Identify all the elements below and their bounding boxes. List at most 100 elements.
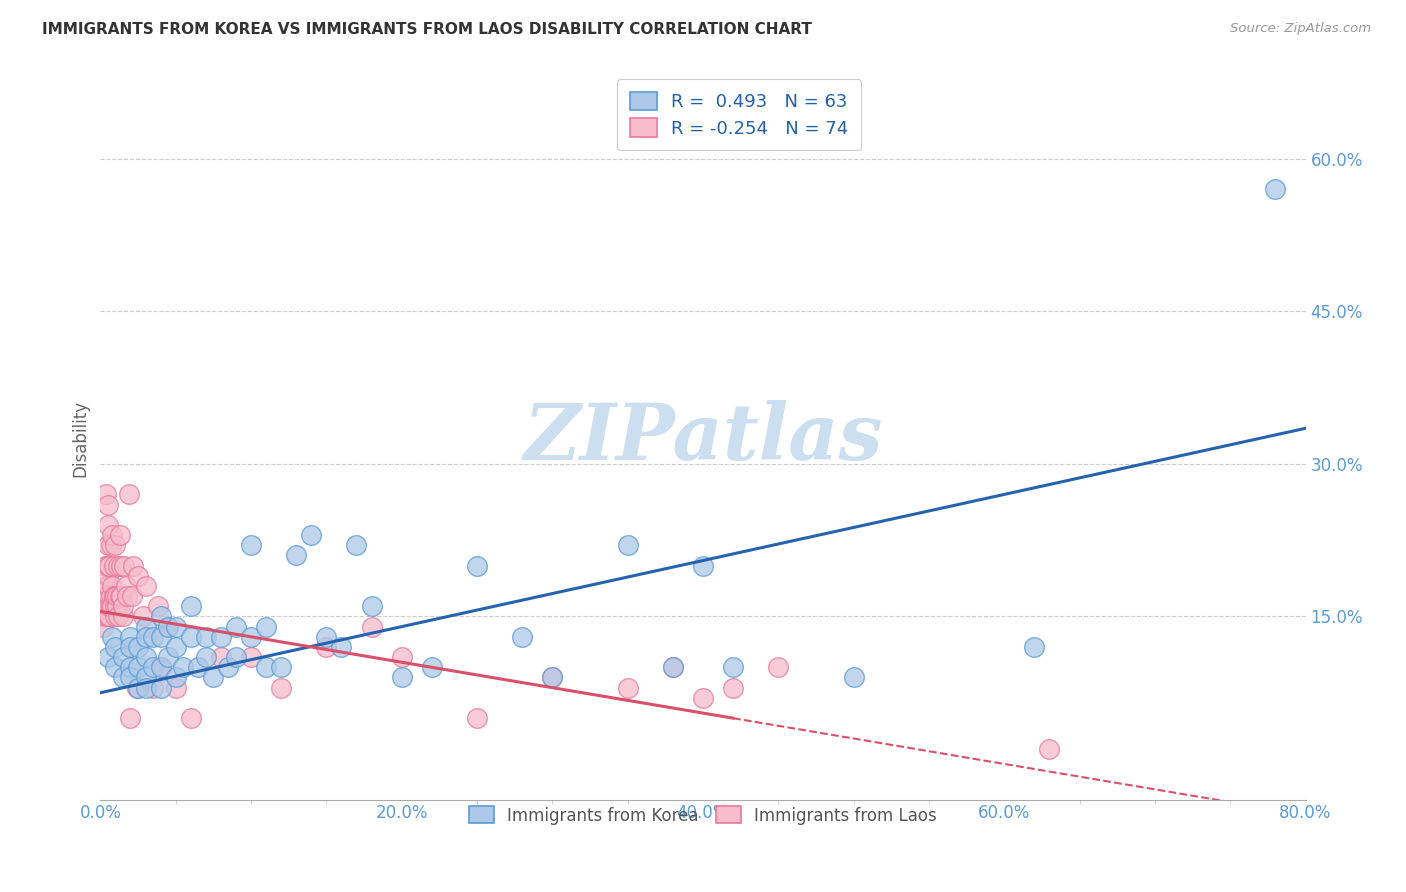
Point	[180, 630, 202, 644]
Point	[118, 487, 141, 501]
Point	[1038, 741, 1060, 756]
Point	[120, 671, 142, 685]
Point	[209, 650, 232, 665]
Point	[465, 711, 488, 725]
Point	[135, 579, 157, 593]
Point	[125, 681, 148, 695]
Point	[209, 630, 232, 644]
Point	[98, 558, 121, 573]
Point	[240, 650, 263, 665]
Point	[97, 558, 120, 573]
Point	[121, 589, 143, 603]
Point	[98, 609, 121, 624]
Point	[240, 538, 263, 552]
Point	[96, 579, 118, 593]
Point	[270, 681, 292, 695]
Point	[217, 660, 239, 674]
Point	[94, 589, 117, 603]
Point	[149, 660, 172, 674]
Point	[101, 599, 124, 614]
Point	[120, 660, 142, 674]
Point	[107, 558, 129, 573]
Point	[157, 619, 180, 633]
Point	[165, 640, 187, 654]
Point	[101, 630, 124, 644]
Y-axis label: Disability: Disability	[72, 400, 89, 477]
Point	[104, 640, 127, 654]
Point	[149, 681, 172, 695]
Point	[100, 538, 122, 552]
Point	[330, 640, 353, 654]
Point	[97, 579, 120, 593]
Point	[768, 660, 790, 674]
Point	[97, 589, 120, 603]
Point	[721, 660, 744, 674]
Point	[360, 599, 382, 614]
Point	[149, 630, 172, 644]
Point	[194, 630, 217, 644]
Point	[100, 589, 122, 603]
Point	[360, 619, 382, 633]
Point	[110, 558, 132, 573]
Point	[692, 690, 714, 705]
Point	[187, 660, 209, 674]
Point	[391, 650, 413, 665]
Point	[100, 599, 122, 614]
Point	[97, 609, 120, 624]
Point	[842, 671, 865, 685]
Point	[120, 711, 142, 725]
Text: ZIPatlas: ZIPatlas	[523, 401, 883, 476]
Point	[101, 579, 124, 593]
Point	[108, 589, 131, 603]
Point	[165, 671, 187, 685]
Point	[420, 660, 443, 674]
Point	[97, 568, 120, 582]
Point	[110, 589, 132, 603]
Point	[202, 671, 225, 685]
Point	[127, 568, 149, 582]
Point	[180, 711, 202, 725]
Point	[97, 650, 120, 665]
Point	[135, 630, 157, 644]
Point	[111, 650, 134, 665]
Point	[270, 660, 292, 674]
Point	[225, 619, 247, 633]
Point	[107, 609, 129, 624]
Point	[180, 599, 202, 614]
Point	[146, 599, 169, 614]
Point	[285, 549, 308, 563]
Point	[97, 517, 120, 532]
Point	[142, 630, 165, 644]
Point	[101, 528, 124, 542]
Point	[117, 589, 139, 603]
Point	[127, 640, 149, 654]
Point	[721, 681, 744, 695]
Point	[97, 599, 120, 614]
Point	[104, 609, 127, 624]
Point	[111, 609, 134, 624]
Point	[135, 619, 157, 633]
Point	[157, 619, 180, 633]
Point	[114, 558, 136, 573]
Point	[103, 558, 125, 573]
Point	[346, 538, 368, 552]
Point	[111, 671, 134, 685]
Point	[165, 681, 187, 695]
Point	[315, 640, 337, 654]
Point	[105, 589, 128, 603]
Point	[122, 558, 145, 573]
Point	[127, 681, 149, 695]
Point	[97, 538, 120, 552]
Point	[1264, 182, 1286, 196]
Point	[142, 660, 165, 674]
Point	[135, 671, 157, 685]
Point	[93, 599, 115, 614]
Point	[142, 681, 165, 695]
Point	[120, 630, 142, 644]
Point	[104, 589, 127, 603]
Point	[315, 630, 337, 644]
Point	[662, 660, 685, 674]
Point	[254, 660, 277, 674]
Point	[391, 671, 413, 685]
Point	[105, 599, 128, 614]
